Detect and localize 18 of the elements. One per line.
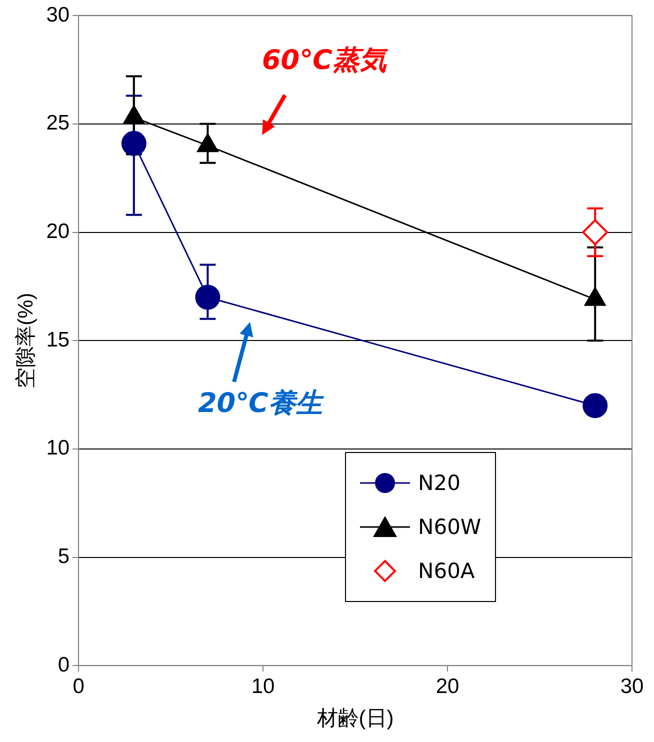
annotation: 60℃蒸気 xyxy=(262,44,386,78)
y-tick-label: 25 xyxy=(46,112,70,135)
x-tick-label: 30 xyxy=(620,674,644,698)
legend-label: N60A xyxy=(418,559,475,583)
y-tick-label: 5 xyxy=(58,545,70,568)
y-axis-title: 空隙率(%) xyxy=(14,292,38,388)
legend-label: N20 xyxy=(418,471,460,495)
x-tick-label: 0 xyxy=(72,674,84,698)
y-tick-label: 10 xyxy=(46,436,70,460)
x-tick-label: 20 xyxy=(436,674,460,698)
y-tick-label: 0 xyxy=(58,653,70,676)
legend-label: N60W xyxy=(418,515,482,539)
y-tick-label: 20 xyxy=(46,220,70,244)
x-tick-label: 10 xyxy=(251,674,275,698)
y-tick-label: 15 xyxy=(46,328,70,352)
x-axis-title: 材齢(日) xyxy=(316,707,394,730)
y-tick-label: 30 xyxy=(46,3,70,26)
annotation: 20℃養生 xyxy=(198,387,322,421)
